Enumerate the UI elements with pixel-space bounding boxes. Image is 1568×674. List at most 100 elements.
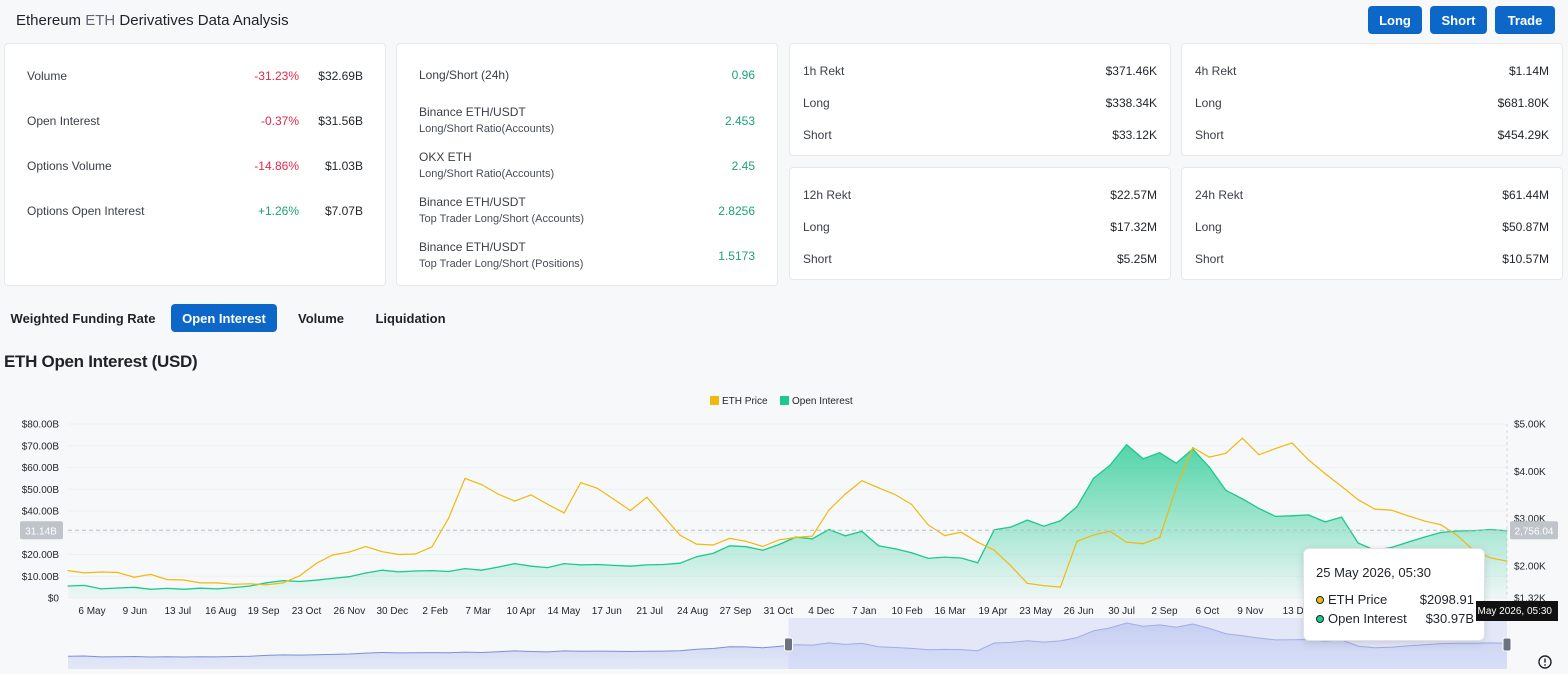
eth-price-point bbox=[199, 582, 201, 584]
y-right-tick: $4.00K bbox=[1514, 467, 1546, 478]
tab-liquidation[interactable]: Liquidation bbox=[375, 310, 446, 326]
open-interest-point bbox=[729, 545, 731, 547]
open-interest-point bbox=[877, 545, 880, 547]
navigator-left-handle[interactable] bbox=[784, 637, 793, 652]
eth-price-point bbox=[348, 551, 350, 553]
rekt-long-label: Long bbox=[1195, 220, 1222, 234]
eth-price-point bbox=[1291, 442, 1293, 444]
title-prefix: Ethereum bbox=[16, 12, 82, 29]
tooltip-row-eth-price: ETH Price $2098.91 bbox=[1316, 592, 1474, 607]
page-title: Ethereum ETH Derivatives Data Analysis bbox=[16, 12, 289, 29]
eth-price-point bbox=[133, 576, 135, 578]
ratio-value: 1.5173 bbox=[718, 249, 755, 263]
summary-value: $31.56B bbox=[318, 114, 363, 128]
eth-price-point bbox=[1026, 582, 1028, 584]
open-interest-point bbox=[216, 588, 218, 590]
range-navigator[interactable] bbox=[67, 618, 1512, 669]
eth-price-point bbox=[1423, 520, 1425, 522]
eth-price-point bbox=[745, 540, 747, 542]
open-interest-point bbox=[1258, 507, 1260, 509]
rekt-title: 24h Rekt bbox=[1195, 188, 1244, 202]
open-interest-point bbox=[1092, 477, 1095, 479]
rekt-long-value: $681.80K bbox=[1497, 96, 1549, 110]
open-interest-point bbox=[1026, 519, 1028, 521]
tab-volume[interactable]: Volume bbox=[298, 310, 344, 326]
chart-series bbox=[67, 437, 1508, 598]
rekt-short-value: $454.29K bbox=[1497, 128, 1549, 142]
x-tick: 24 Aug bbox=[677, 606, 708, 617]
tab-weighted-funding-rate[interactable]: Weighted Funding Rate bbox=[10, 310, 156, 326]
x-tick: 13 Jul bbox=[164, 606, 191, 617]
short-button[interactable]: Short bbox=[1430, 6, 1487, 34]
x-tick: 6 Oct bbox=[1195, 606, 1219, 617]
chart-settings-icon[interactable] bbox=[1537, 654, 1553, 670]
x-tick: 30 Jul bbox=[1108, 606, 1135, 617]
eth-price-point bbox=[762, 545, 764, 548]
open-interest-point bbox=[910, 552, 913, 554]
rekt-short-value: $10.57M bbox=[1502, 252, 1549, 266]
x-tick: 9 Jun bbox=[123, 606, 147, 617]
long-short-value: 0.96 bbox=[731, 68, 755, 82]
exchange-pair: OKX ETH bbox=[419, 150, 472, 164]
eth-price-point bbox=[398, 553, 400, 556]
title-suffix: Derivatives Data Analysis bbox=[119, 12, 289, 29]
x-tick: 26 Nov bbox=[334, 606, 366, 617]
open-interest-point bbox=[1109, 464, 1111, 466]
summary-label: Open Interest bbox=[27, 114, 100, 128]
ratio-type: Long/Short Ratio(Accounts) bbox=[419, 123, 555, 135]
top-bar: Ethereum ETH Derivatives Data Analysis L… bbox=[0, 0, 1568, 40]
open-interest-point bbox=[414, 570, 416, 572]
y-left-tick: $50.00B bbox=[22, 485, 60, 496]
open-interest-point bbox=[596, 563, 598, 566]
open-interest-point bbox=[1307, 514, 1310, 516]
rekt-short-label: Short bbox=[803, 252, 832, 266]
ratio-value: 2.8256 bbox=[718, 204, 755, 218]
open-interest-point bbox=[811, 538, 813, 540]
x-tick: 30 Dec bbox=[376, 606, 408, 617]
tab-open-interest[interactable]: Open Interest bbox=[171, 304, 277, 332]
open-interest-point bbox=[547, 566, 549, 569]
legend-label-eth-price[interactable]: ETH Price bbox=[722, 396, 768, 407]
open-interest-point bbox=[1340, 516, 1343, 518]
x-tick: 23 May bbox=[1019, 606, 1052, 617]
y-left-tick: $10.00B bbox=[22, 572, 60, 583]
open-interest-point bbox=[861, 530, 863, 533]
exchange-pair: Binance ETH/USDT bbox=[419, 105, 526, 119]
x-tick: 19 Sep bbox=[248, 606, 280, 617]
x-tick: 7 Jan bbox=[852, 606, 876, 617]
x-tick: 23 Oct bbox=[292, 606, 322, 617]
summary-label: Volume bbox=[27, 69, 68, 83]
open-interest-point bbox=[332, 577, 334, 580]
trade-button[interactable]: Trade bbox=[1495, 6, 1555, 34]
exchange-pair: Binance ETH/USDT bbox=[419, 240, 526, 254]
eth-price-point bbox=[1043, 585, 1045, 587]
eth-price-point bbox=[1324, 473, 1326, 475]
long-button[interactable]: Long bbox=[1368, 6, 1422, 34]
eth-price-point bbox=[729, 537, 731, 540]
summary-value: $1.03B bbox=[324, 159, 363, 173]
y-axis-right: $1.32K $2.00K $3.00K $4.00K $5.00K bbox=[1514, 420, 1546, 605]
y-axis-left: $0$10.00B$20.00B$30.00B$40.00B$50.00B$60… bbox=[22, 420, 60, 605]
ratio-type: Top Trader Long/Short (Positions) bbox=[419, 258, 584, 270]
open-interest-point bbox=[83, 584, 86, 586]
open-interest-point bbox=[1440, 531, 1442, 534]
legend-swatch-open-interest[interactable] bbox=[780, 396, 789, 405]
legend-label-open-interest[interactable]: Open Interest bbox=[792, 396, 853, 407]
legend-swatch-eth-price[interactable] bbox=[710, 396, 719, 405]
ratio-type: Top Trader Long/Short (Accounts) bbox=[419, 213, 585, 225]
open-interest-point bbox=[1010, 526, 1012, 528]
open-interest-point bbox=[381, 569, 383, 571]
x-tick: 9 Nov bbox=[1237, 606, 1263, 617]
rekt-card-1h: 1h Rekt $371.46K Long $338.34K Short $33.12… bbox=[789, 43, 1171, 156]
eth-price-point bbox=[249, 583, 251, 585]
eth-price-point bbox=[1010, 565, 1012, 567]
eth-price-point bbox=[977, 541, 979, 543]
rekt-long-value: $338.34K bbox=[1105, 96, 1157, 110]
x-tick: 6 May bbox=[78, 606, 105, 617]
rekt-title: 4h Rekt bbox=[1195, 64, 1237, 78]
eth-price-point bbox=[431, 546, 433, 548]
open-interest-point bbox=[100, 588, 102, 590]
navigator-right-handle[interactable] bbox=[1502, 637, 1512, 652]
open-interest-point bbox=[894, 548, 896, 550]
open-interest-chart[interactable]: ETH Price Open Interest $0 $10.00B $20.00B… bbox=[0, 385, 1568, 674]
